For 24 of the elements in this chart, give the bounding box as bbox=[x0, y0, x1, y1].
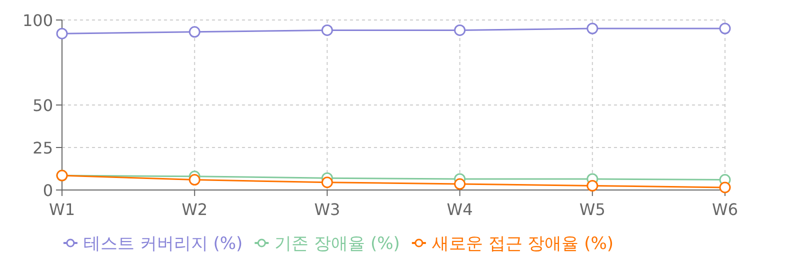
legend-label: 기존 장애율 (%) bbox=[274, 234, 400, 254]
y-tick-label: 100 bbox=[22, 11, 53, 30]
x-tick-label: W6 bbox=[712, 200, 738, 219]
x-tick-label: W5 bbox=[579, 200, 606, 219]
point bbox=[188, 26, 200, 38]
point bbox=[321, 176, 333, 188]
point bbox=[454, 24, 466, 36]
x-tick-label: W3 bbox=[314, 200, 340, 219]
point bbox=[56, 28, 68, 40]
x-tick-label: W4 bbox=[446, 200, 473, 219]
legend-label: 새로운 접근 장애율 (%) bbox=[432, 234, 614, 254]
y-tick-label: 50 bbox=[32, 96, 53, 115]
point bbox=[188, 174, 200, 186]
point bbox=[719, 22, 731, 34]
point bbox=[454, 178, 466, 190]
point bbox=[321, 24, 333, 36]
x-tick-label: W1 bbox=[49, 200, 75, 219]
x-tick-label: W2 bbox=[182, 200, 208, 219]
y-tick-label: 25 bbox=[32, 138, 53, 158]
legend-label: 테스트 커버리지 (%) bbox=[83, 234, 243, 254]
point bbox=[586, 22, 598, 34]
point bbox=[719, 182, 731, 194]
y-tick-label: 0 bbox=[42, 181, 53, 200]
point bbox=[586, 180, 598, 192]
